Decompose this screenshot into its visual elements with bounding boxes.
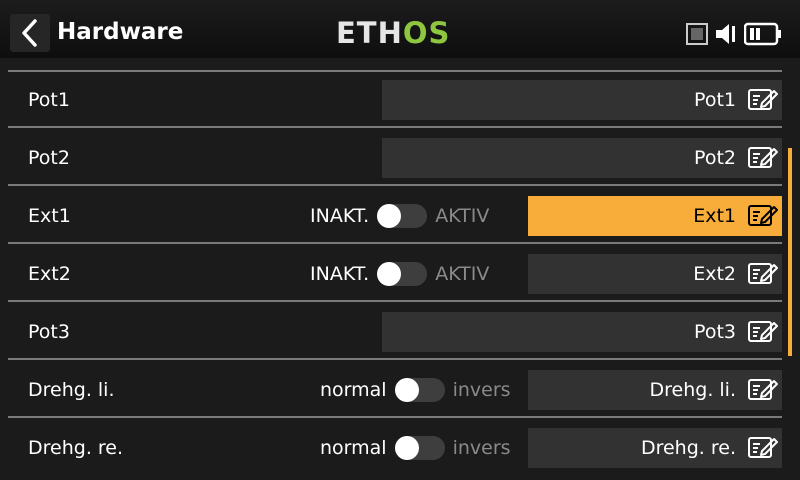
field-value: Pot3 (694, 321, 736, 343)
edit-icon (748, 321, 778, 342)
sd-card-icon (686, 23, 708, 45)
switch-off-label: INAKT. (310, 263, 370, 285)
edit-icon (748, 89, 778, 110)
toggle-knob (377, 204, 402, 228)
row-label: Drehg. re. (28, 437, 124, 459)
switch-on-label: AKTIV (435, 205, 490, 227)
row-divider (8, 184, 782, 186)
toggle-switch[interactable] (377, 262, 428, 286)
switch-normal-label: normal (320, 379, 387, 401)
switch-invers-label: invers (452, 379, 511, 401)
list-item-drehg-re: Drehg. re. normal invers Drehg. re. (8, 420, 782, 476)
switch-invers-label: invers (452, 437, 511, 459)
name-field-drehg-li[interactable]: Drehg. li. (528, 370, 782, 410)
row-divider (8, 242, 782, 244)
field-value: Drehg. li. (649, 379, 737, 401)
list-item-pot2: Pot2 Pot2 (8, 130, 782, 186)
name-field-ext1[interactable]: Ext1 (528, 196, 782, 236)
edit-icon (748, 263, 778, 284)
top-divider (8, 70, 782, 72)
active-switch-ext1: INAKT. AKTIV (310, 188, 489, 244)
edit-icon (748, 437, 778, 458)
edit-icon (748, 147, 778, 168)
field-value: Ext2 (693, 263, 736, 285)
direction-switch-drehg-re: normal invers (320, 420, 511, 476)
list-item-drehg-li: Drehg. li. normal invers Drehg. li. (8, 362, 782, 418)
switch-off-label: INAKT. (310, 205, 370, 227)
row-label: Pot2 (28, 147, 70, 169)
row-divider (8, 416, 782, 418)
speaker-icon (716, 24, 735, 44)
toggle-switch[interactable] (394, 378, 445, 402)
name-field-pot1[interactable]: Pot1 (382, 80, 782, 120)
toggle-switch[interactable] (377, 204, 428, 228)
edit-icon (748, 205, 778, 226)
name-field-ext2[interactable]: Ext2 (528, 254, 782, 294)
row-label: Ext1 (28, 205, 71, 227)
field-value: Pot2 (694, 147, 736, 169)
field-value: Drehg. re. (640, 437, 736, 459)
edit-icon (748, 379, 778, 400)
back-button[interactable] (10, 14, 50, 52)
header-bar: Hardware ETHOS (0, 0, 800, 58)
page-title: Hardware (57, 19, 184, 45)
status-icons (686, 22, 782, 46)
toggle-knob (394, 378, 419, 402)
list-item-pot1: Pot1 Pot1 (8, 72, 782, 128)
list-item-ext1: Ext1 INAKT. AKTIV Ext1 (8, 188, 782, 244)
row-label: Pot3 (28, 321, 70, 343)
toggle-switch[interactable] (394, 436, 445, 460)
field-value: Ext1 (693, 205, 736, 227)
ethos-logo: ETHOS (336, 16, 451, 50)
row-divider (8, 358, 782, 360)
row-label: Drehg. li. (28, 379, 115, 401)
row-divider (8, 300, 782, 302)
battery-icon (744, 22, 781, 46)
name-field-pot2[interactable]: Pot2 (382, 138, 782, 178)
scrollbar[interactable] (788, 148, 792, 356)
switch-on-label: AKTIV (435, 263, 490, 285)
direction-switch-drehg-li: normal invers (320, 362, 511, 418)
row-divider (8, 126, 782, 128)
toggle-knob (377, 262, 402, 286)
field-value: Pot1 (694, 89, 736, 111)
list-item-pot3: Pot3 Pot3 (8, 304, 782, 360)
list-item-ext2: Ext2 INAKT. AKTIV Ext2 (8, 246, 782, 302)
chevron-left-icon (22, 19, 37, 47)
row-label: Ext2 (28, 263, 71, 285)
toggle-knob (394, 436, 419, 460)
name-field-drehg-re[interactable]: Drehg. re. (528, 428, 782, 468)
active-switch-ext2: INAKT. AKTIV (310, 246, 489, 302)
name-field-pot3[interactable]: Pot3 (382, 312, 782, 352)
switch-normal-label: normal (320, 437, 387, 459)
row-label: Pot1 (28, 89, 70, 111)
